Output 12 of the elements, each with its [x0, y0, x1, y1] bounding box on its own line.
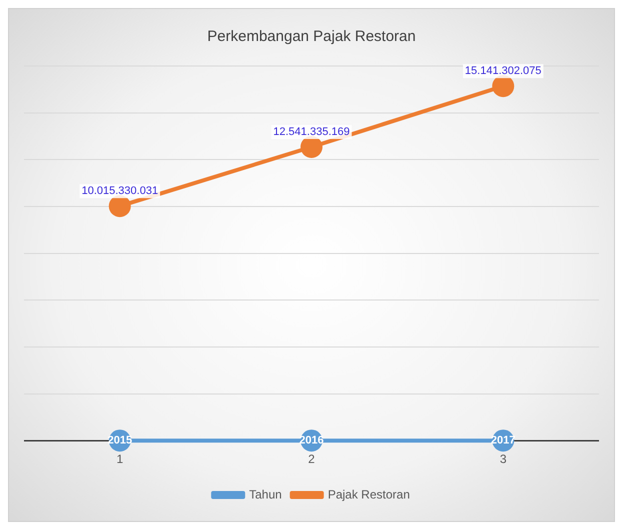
data-label: 15.141.302.075	[464, 65, 542, 78]
x-tick-label: 2	[308, 452, 316, 466]
point	[492, 75, 514, 98]
data-label: 2016	[299, 434, 324, 447]
chart-title: Perkembangan Pajak Restoran	[207, 28, 416, 46]
legend-label: Pajak Restoran	[328, 487, 410, 502]
x-tick-label: 3	[500, 452, 507, 466]
data-label: 10.015.330.031	[82, 185, 158, 198]
point	[108, 195, 131, 218]
data-label: 12.541.335.169	[273, 126, 350, 138]
x-tick-label: 1	[116, 452, 124, 466]
legend-label: Tahun	[249, 487, 282, 502]
